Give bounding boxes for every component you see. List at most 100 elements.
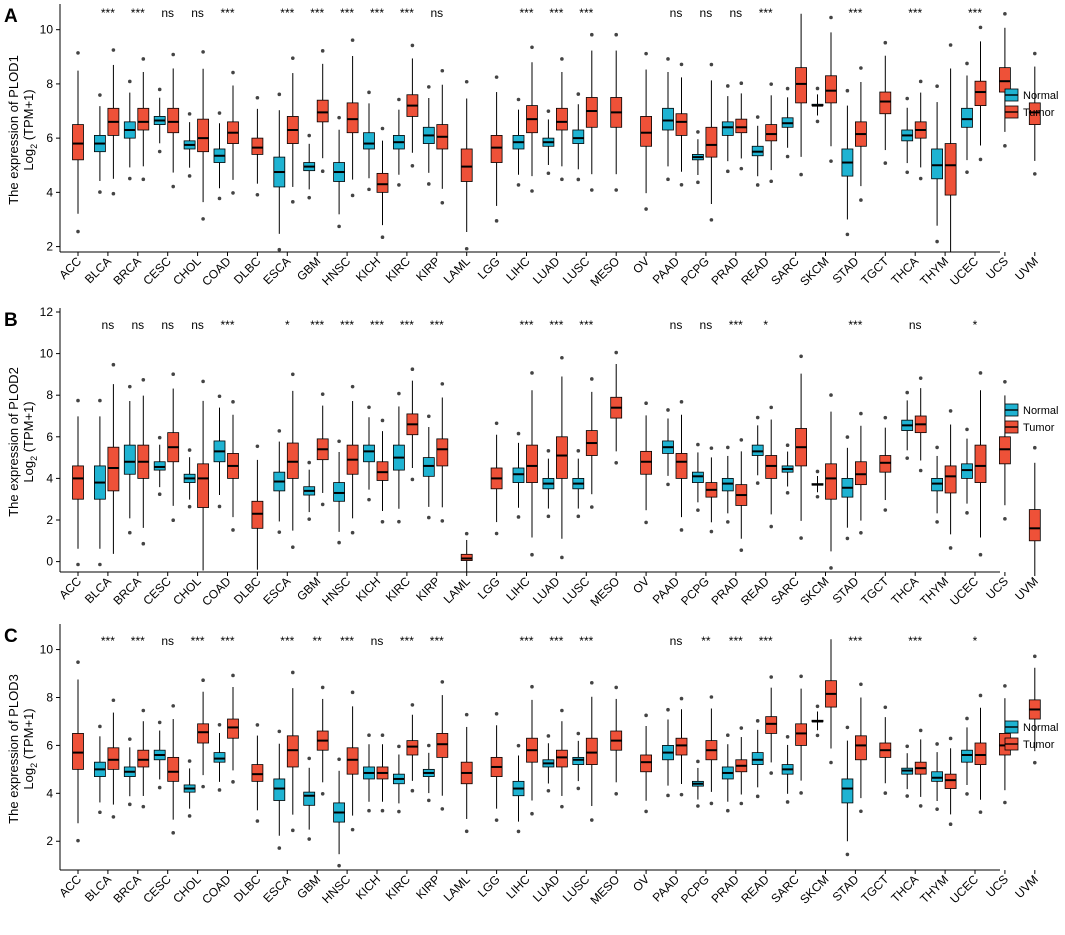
box-normal-outlier [576, 92, 581, 96]
x-tick-label: MESO [587, 872, 622, 907]
box-tumor-outlier [739, 801, 744, 806]
box-normal-outlier [516, 97, 521, 102]
significance-label: ns [700, 6, 713, 20]
box-tumor-outlier [769, 405, 773, 410]
box-normal-outlier [307, 517, 312, 521]
box-normal [572, 756, 585, 765]
significance-label: *** [549, 318, 563, 332]
box-normal [333, 482, 346, 502]
box-normal-outlier [427, 85, 431, 89]
x-tick-label: KIRP [413, 574, 443, 604]
box-tumor-outlier [709, 529, 714, 534]
x-tick-label: TGCT [858, 254, 891, 287]
box-normal [363, 132, 375, 150]
box-normal-outlier [815, 86, 820, 91]
box-tumor-outlier [350, 827, 355, 832]
box-tumor-outlier [494, 818, 499, 822]
box-normal-outlier [576, 177, 581, 182]
box-tumor-outlier [883, 791, 888, 795]
box-normal-outlier [397, 97, 401, 102]
x-tick-label: CHOL [170, 254, 204, 288]
box-tumor-outlier [978, 552, 983, 557]
x-tick-label: THYM [917, 872, 951, 906]
significance-label: ns [371, 634, 384, 648]
box-tumor-outlier [291, 545, 295, 549]
x-tick-label: UCEC [947, 254, 981, 288]
box-tumor-outlier [494, 75, 499, 79]
box-normal-outlier [307, 756, 312, 761]
box-normal-outlier [696, 508, 700, 512]
box-tumor-outlier [530, 811, 534, 816]
box-normal [931, 477, 943, 492]
box-normal-outlier [935, 84, 939, 89]
box-tumor-outlier [141, 708, 146, 713]
box-tumor [765, 124, 778, 142]
box-tumor [197, 723, 210, 744]
box-normal-outlier [337, 439, 341, 444]
x-tick-label: STAD [830, 872, 862, 904]
y-axis-label-log: Log [21, 768, 36, 790]
x-tick-label: THCA [888, 254, 921, 287]
box-tumor [999, 436, 1011, 465]
box-tumor-outlier [494, 531, 499, 536]
box-normal-outlier [128, 176, 132, 181]
y-axis-label: The expression of PLOD1 [6, 55, 21, 205]
box-normal [961, 749, 973, 763]
x-tick-label: DLBC [231, 872, 264, 905]
significance-label: *** [908, 6, 922, 20]
x-tick-label: THYM [917, 254, 951, 288]
y-axis-label-sub: 2 [29, 763, 39, 768]
box-normal-outlier [397, 519, 401, 524]
box-normal-outlier [187, 504, 192, 509]
box-normal-outlier [935, 445, 939, 450]
box-tumor [944, 773, 957, 789]
box-tumor-outlier [829, 159, 833, 163]
box-normal-outlier [427, 743, 431, 748]
box-normal-outlier [187, 448, 192, 452]
box-normal-outlier [815, 494, 820, 499]
box-tumor [436, 733, 449, 758]
box-tumor-outlier [1033, 51, 1037, 56]
box-tumor-outlier [644, 207, 648, 211]
box-normal-outlier [367, 90, 371, 95]
box-normal-outlier [755, 794, 760, 799]
box-tumor [460, 148, 473, 182]
box-normal-outlier [935, 807, 939, 811]
panel-label: A [4, 6, 18, 27]
x-tick-label: PCPG [678, 574, 712, 608]
box-tumor [765, 455, 778, 479]
box-normal-outlier [845, 725, 850, 730]
box-normal [153, 461, 166, 471]
significance-label: ns [161, 318, 174, 332]
box-tumor [999, 67, 1011, 93]
box-tumor-outlier [440, 382, 445, 386]
box-normal-outlier [367, 405, 371, 410]
y-tick-label: 8 [46, 77, 53, 91]
box-tumor-outlier [1003, 379, 1007, 384]
x-tick-label: ACC [56, 574, 84, 602]
x-tick-label: LUSC [560, 254, 593, 287]
box-normal-outlier [785, 491, 790, 495]
x-tick-label: KICH [353, 254, 383, 284]
box-normal-outlier [98, 724, 102, 729]
box-normal-outlier [128, 79, 132, 84]
box-normal [961, 463, 973, 479]
significance-label: *** [131, 634, 145, 648]
box-normal-outlier [965, 61, 969, 66]
box-tumor [640, 116, 652, 147]
box-normal-outlier [845, 852, 850, 857]
box-tumor [585, 97, 598, 128]
x-tick-label: UCEC [947, 574, 981, 608]
box-normal-outlier [98, 190, 102, 194]
box-normal-outlier [666, 177, 670, 182]
x-tick-label: PRAD [708, 254, 742, 288]
box-tumor [879, 91, 892, 115]
box-normal-outlier [367, 808, 371, 813]
box-normal-outlier [277, 846, 282, 850]
box-normal-outlier [785, 86, 790, 91]
box-normal-outlier [516, 515, 521, 519]
significance-label: *** [579, 634, 593, 648]
y-axis-label-tail: (TPM+1) [21, 401, 36, 456]
x-tick-label: CESC [140, 574, 174, 608]
